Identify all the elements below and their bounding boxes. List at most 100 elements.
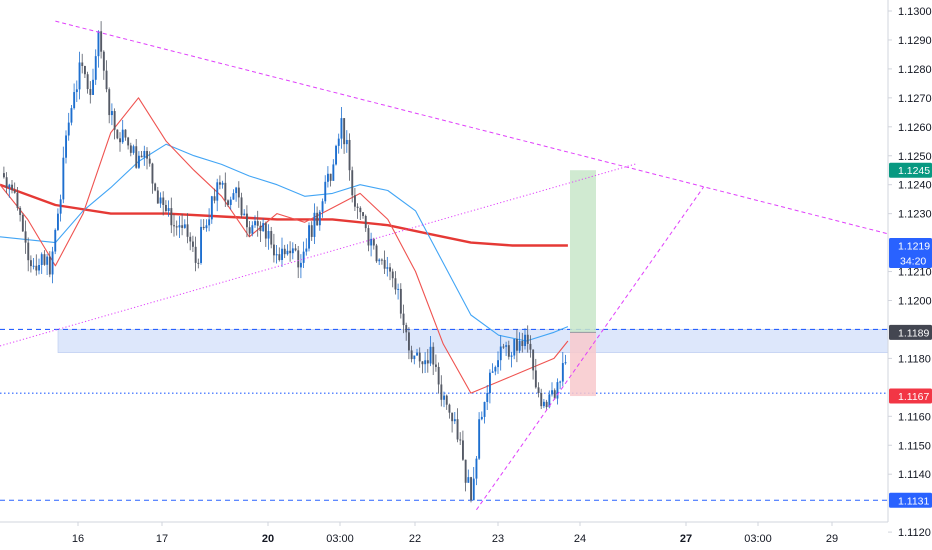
candle-body	[254, 221, 256, 226]
candle-body	[237, 187, 240, 198]
low-level-price-value: 1.1131	[898, 495, 929, 507]
price-tick-label: 1.1160	[898, 411, 931, 423]
candle-body	[143, 151, 146, 158]
candle-body	[62, 157, 65, 200]
candle-body	[264, 223, 267, 239]
loss-zone[interactable]	[570, 332, 596, 397]
candle-body	[181, 225, 184, 228]
candle-body	[32, 265, 35, 267]
price-tick-label: 1.1240	[898, 180, 932, 192]
candle-body	[362, 212, 364, 216]
long-position-tool[interactable]	[570, 170, 596, 397]
candle-body	[540, 392, 543, 407]
candle-body	[132, 146, 135, 153]
candle-body	[499, 346, 502, 361]
candle-body	[229, 199, 232, 205]
candle-body	[162, 197, 165, 205]
price-axis[interactable]: 1.13001.12901.12801.12701.12601.12501.12…	[888, 6, 932, 539]
time-tick-label: 23	[492, 533, 504, 545]
candle-body	[308, 225, 310, 249]
candle-body	[219, 182, 221, 185]
upper-resistance-trendline[interactable]	[55, 20, 928, 244]
candle-body	[532, 349, 535, 371]
candle-body	[294, 248, 297, 251]
candle-body	[273, 244, 275, 256]
candle-body	[321, 201, 324, 212]
profit-zone[interactable]	[570, 170, 596, 333]
candle-body	[40, 254, 43, 266]
candle-body	[510, 355, 513, 357]
candle-body	[480, 416, 483, 420]
fast-ma-line	[0, 97, 569, 394]
candle-body	[491, 371, 494, 373]
candle-body	[418, 352, 421, 362]
candle-body	[459, 439, 462, 441]
candle-body	[97, 31, 100, 57]
candle-body	[305, 248, 308, 252]
time-axis[interactable]: 16 17 20 03:00 22 23 24 27 03:00 29	[72, 522, 838, 545]
candle-body	[240, 197, 243, 216]
candle-body	[178, 225, 181, 228]
rising-support-trendline[interactable]	[476, 186, 704, 511]
candle-body	[372, 238, 375, 246]
candle-body	[13, 190, 16, 193]
candle-body	[348, 139, 351, 171]
rising-dotted-trendline[interactable]	[0, 163, 638, 347]
candle-body	[467, 477, 470, 483]
candle-body	[397, 288, 400, 290]
candle-body	[359, 207, 362, 213]
candle-body	[183, 224, 186, 228]
candle-body	[354, 195, 356, 207]
candle-body	[470, 477, 472, 501]
candle-body	[445, 395, 448, 405]
trendlines[interactable]	[0, 20, 928, 511]
candle-body	[270, 231, 273, 245]
time-tick-label: 16	[72, 533, 84, 545]
candle-body	[3, 173, 5, 178]
candle-body	[30, 260, 32, 267]
candle-body	[202, 226, 205, 229]
candle-body	[108, 89, 111, 116]
candle-body	[167, 208, 170, 211]
long-ma-line	[0, 183, 568, 247]
candle-body	[478, 419, 481, 459]
candle-body	[51, 251, 54, 275]
plot-area[interactable]	[0, 20, 928, 511]
time-tick-label: 17	[156, 533, 168, 545]
price-labels: 1.1219 34:20 1.1245 1.1189 1.1167 1.1131	[889, 162, 932, 508]
candle-body	[507, 345, 510, 357]
entry-price-badge	[889, 324, 932, 340]
candle-body	[156, 190, 159, 204]
candle-body	[556, 382, 559, 399]
candles	[3, 21, 567, 503]
candle-body	[529, 343, 532, 350]
candle-body	[516, 338, 518, 351]
candle-body	[84, 66, 86, 75]
candle-body	[73, 92, 76, 109]
candle-body	[432, 346, 435, 365]
candle-body	[111, 111, 113, 116]
support-zone	[57, 329, 888, 353]
candle-body	[197, 262, 200, 264]
candle-body	[281, 248, 283, 261]
candle-body	[89, 89, 92, 95]
candle-body	[408, 332, 410, 351]
price-tick-label: 1.1150	[898, 440, 931, 452]
candle-body	[518, 341, 521, 351]
candle-body	[534, 370, 537, 388]
candle-body	[54, 229, 57, 252]
candle-body	[286, 250, 289, 255]
candle-body	[232, 193, 235, 200]
candle-body	[462, 440, 464, 460]
candle-body	[289, 250, 292, 254]
candle-body	[475, 458, 478, 479]
candle-body	[248, 227, 251, 234]
candle-body	[316, 212, 319, 226]
time-tick-label: 24	[574, 533, 586, 545]
candle-body	[486, 393, 489, 402]
candle-body	[224, 182, 227, 201]
candle-body	[243, 213, 246, 216]
candle-body	[375, 245, 378, 262]
candle-body	[278, 254, 281, 261]
